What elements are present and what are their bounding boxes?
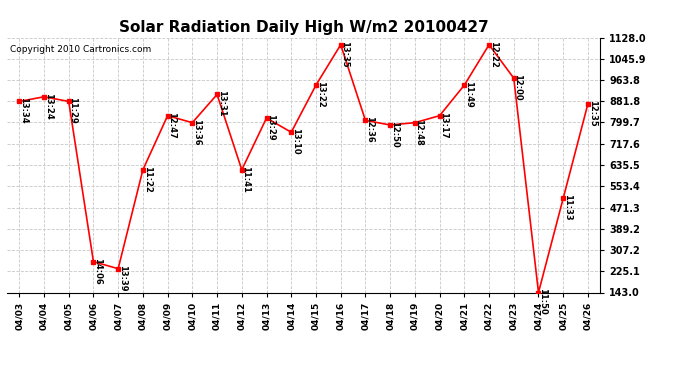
Text: 11:49: 11:49	[464, 81, 473, 108]
Text: 13:34: 13:34	[19, 97, 28, 124]
Text: 12:35: 12:35	[588, 100, 597, 126]
Text: 13:35: 13:35	[340, 40, 349, 67]
Text: 12:22: 12:22	[489, 40, 497, 68]
Text: 11:33: 11:33	[563, 194, 572, 221]
Text: 11:22: 11:22	[143, 166, 152, 192]
Text: 13:17: 13:17	[440, 111, 449, 138]
Text: 13:22: 13:22	[315, 81, 324, 108]
Text: 11:29: 11:29	[68, 97, 77, 124]
Text: 13:31: 13:31	[217, 90, 226, 117]
Text: Copyright 2010 Cartronics.com: Copyright 2010 Cartronics.com	[10, 45, 151, 54]
Text: 13:36: 13:36	[192, 118, 201, 145]
Text: 12:47: 12:47	[167, 111, 176, 138]
Text: 13:10: 13:10	[291, 128, 300, 155]
Title: Solar Radiation Daily High W/m2 20100427: Solar Radiation Daily High W/m2 20100427	[119, 20, 489, 35]
Text: 12:48: 12:48	[415, 118, 424, 145]
Text: 11:41: 11:41	[241, 166, 250, 192]
Text: 12:36: 12:36	[365, 116, 374, 143]
Text: 11:50: 11:50	[538, 288, 547, 315]
Text: 13:29: 13:29	[266, 114, 275, 141]
Text: 14:06: 14:06	[93, 258, 102, 284]
Text: 13:39: 13:39	[118, 264, 127, 291]
Text: 12:50: 12:50	[390, 121, 399, 148]
Text: 12:00: 12:00	[513, 74, 522, 100]
Text: 13:24: 13:24	[43, 93, 52, 119]
